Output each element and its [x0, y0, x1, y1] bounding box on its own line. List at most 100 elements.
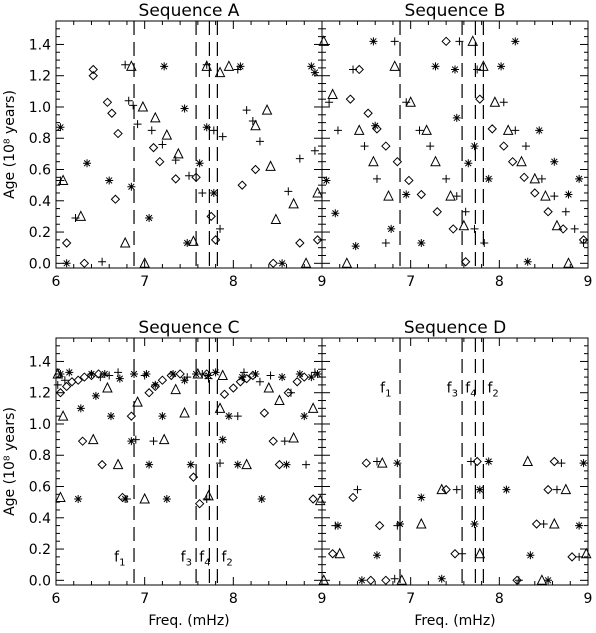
- asterisk-point: [369, 37, 378, 46]
- plus-point: [71, 213, 80, 222]
- asterisk-point: [544, 576, 553, 585]
- triangle-point: [445, 189, 456, 201]
- mode-label-f4: f4: [199, 550, 210, 569]
- triangle-point: [75, 210, 87, 221]
- asterisk-point: [115, 374, 124, 383]
- diamond-point: [543, 484, 553, 495]
- plot-frame: [321, 20, 589, 269]
- plus-point: [158, 140, 167, 149]
- asterisk-point: [475, 485, 484, 494]
- asterisk-point: [282, 460, 291, 469]
- plus-point: [60, 376, 69, 385]
- triangle-point: [139, 492, 150, 504]
- diamond-point: [507, 156, 518, 167]
- plus-point: [129, 101, 138, 110]
- panel-title: Sequence C: [138, 318, 239, 338]
- plus-point: [133, 120, 142, 129]
- triangle-point: [548, 517, 560, 529]
- plus-point: [284, 187, 293, 196]
- triangle-point: [149, 111, 161, 123]
- plus-point: [537, 174, 546, 183]
- asterisk-point: [351, 242, 360, 251]
- triangle-point: [161, 129, 173, 140]
- plus-point: [295, 154, 304, 163]
- y-tick-label: 1.2: [29, 69, 51, 85]
- plus-point: [452, 192, 461, 201]
- x-tick-label: 7: [406, 274, 415, 290]
- diamond-point: [327, 549, 338, 559]
- x-tick-label: 9: [584, 591, 593, 607]
- plus-point: [539, 520, 548, 529]
- triangle-point: [265, 160, 276, 171]
- triangle-point: [270, 213, 282, 225]
- panel-4: Sequence D 7 8 9 Freq. (mHz) f1 f3 f4 f2: [318, 318, 593, 629]
- diamond-point: [219, 389, 230, 399]
- asterisk-point: [142, 369, 151, 378]
- diamond-point: [499, 141, 509, 151]
- plus-point: [121, 60, 130, 69]
- asterisk-point: [257, 495, 266, 504]
- triangle-point: [560, 483, 572, 495]
- y-tick-label: 0.6: [29, 163, 51, 179]
- diamond-point: [259, 408, 270, 418]
- plus-point: [442, 174, 451, 183]
- diamond-point: [292, 377, 302, 387]
- diamond-point: [206, 211, 216, 222]
- asterisk-point: [76, 404, 85, 413]
- plus-point: [550, 192, 559, 201]
- plus-point: [415, 126, 424, 135]
- asterisk-point: [331, 209, 340, 218]
- asterisk-point: [160, 62, 169, 71]
- x-tick-label: 7: [140, 274, 149, 290]
- diamond-point: [519, 172, 529, 183]
- triangle-point: [126, 60, 137, 71]
- y-tick-label: 1.0: [29, 417, 51, 433]
- asterisk-point: [121, 495, 130, 504]
- plus-point: [114, 368, 123, 377]
- asterisk-point: [307, 373, 316, 382]
- triangle-point: [179, 406, 190, 418]
- asterisk-point: [396, 520, 405, 529]
- plus-point: [473, 65, 482, 74]
- asterisk-point: [151, 380, 160, 389]
- asterisk-point: [470, 520, 479, 529]
- asterisk-point: [550, 157, 559, 166]
- triangle-point: [87, 433, 99, 445]
- diamond-point: [107, 108, 117, 118]
- plus-point: [266, 371, 275, 380]
- y-tick-label: 1.2: [29, 386, 51, 402]
- plus-point: [124, 96, 133, 105]
- asterisk-point: [535, 126, 544, 135]
- triangle-point: [327, 88, 338, 99]
- asterisk-point: [575, 521, 584, 530]
- asterisk-point: [502, 485, 511, 494]
- triangle-point: [288, 431, 299, 443]
- diamond-point: [450, 549, 460, 559]
- diamond-point: [170, 174, 181, 184]
- plot-frame: [321, 337, 589, 586]
- triangle-point: [368, 155, 379, 167]
- asterisk-point: [431, 62, 440, 71]
- diamond-point: [228, 383, 239, 393]
- triangle-point: [516, 155, 527, 167]
- triangle-point: [467, 35, 479, 46]
- diamond-point: [354, 64, 364, 75]
- asterisk-point: [127, 182, 136, 191]
- y-tick-label: 1.4: [29, 37, 51, 53]
- diamond-point: [148, 142, 159, 153]
- triangle-point: [318, 35, 330, 46]
- y-tick-label: 0.0: [29, 573, 51, 589]
- triangle-point: [223, 60, 235, 71]
- triangle-point: [376, 456, 388, 468]
- diamond-point: [441, 36, 451, 47]
- diamond-point: [345, 94, 356, 104]
- triangle-point: [415, 517, 427, 529]
- asterisk-point: [169, 369, 178, 378]
- triangle-point: [102, 381, 113, 393]
- asterisk-point: [310, 68, 319, 77]
- diamond-point: [61, 238, 72, 248]
- plus-point: [349, 65, 358, 74]
- asterisk-point: [278, 373, 287, 382]
- plus-point: [171, 156, 180, 165]
- plus-point: [514, 576, 523, 585]
